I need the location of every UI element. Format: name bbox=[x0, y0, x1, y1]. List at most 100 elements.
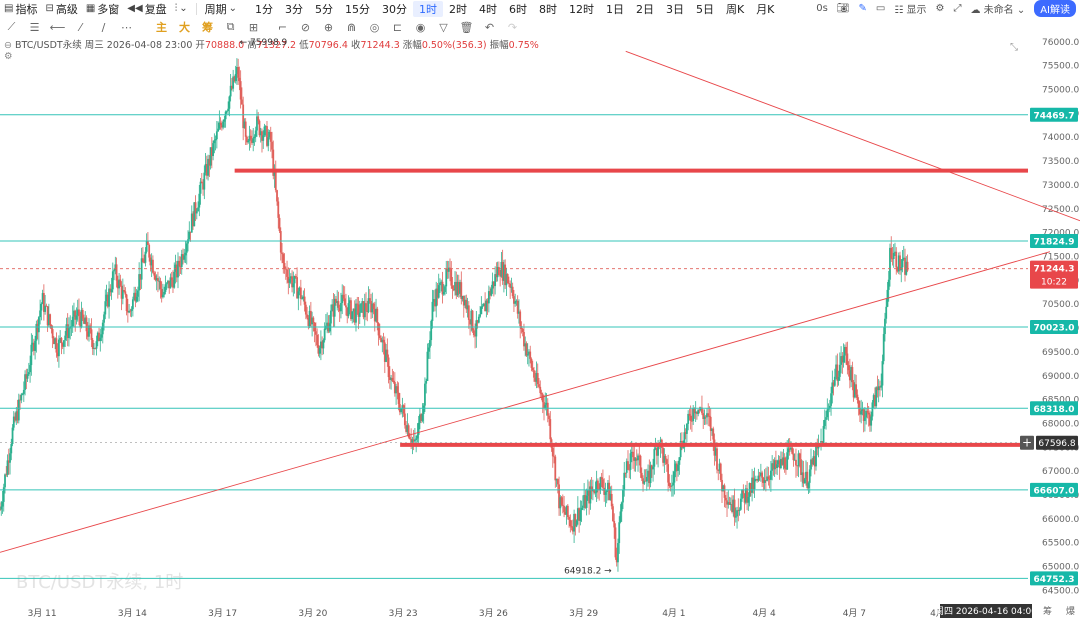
candle-body bbox=[570, 526, 573, 528]
settings-icon[interactable]: ⚙ bbox=[935, 3, 945, 14]
interval-0[interactable]: 1分 bbox=[254, 2, 273, 16]
line-tool-icon[interactable]: ⟋ bbox=[7, 20, 16, 33]
candle-body bbox=[619, 511, 622, 523]
candle-body bbox=[533, 370, 535, 378]
settings-small-icon[interactable]: ⚙ bbox=[4, 51, 13, 62]
chart-type-button[interactable]: ⫶ ⌄ bbox=[171, 0, 192, 17]
candle-body bbox=[406, 425, 409, 432]
candle-body bbox=[551, 447, 554, 457]
pen-icon[interactable]: ✎ bbox=[858, 3, 867, 14]
candle-body bbox=[121, 290, 124, 299]
trash-icon[interactable]: 🗑︎ bbox=[459, 20, 474, 34]
interval-8[interactable]: 6时 bbox=[508, 2, 527, 16]
candle-body bbox=[39, 310, 42, 318]
note-icon[interactable]: ▭ bbox=[875, 3, 886, 14]
candle-body bbox=[861, 409, 864, 412]
collapse-icon[interactable]: ⊖ bbox=[4, 40, 12, 51]
main-force-button[interactable]: 主 bbox=[156, 21, 167, 34]
candle-body bbox=[425, 381, 428, 384]
brush-tool-icon[interactable]: ∕ bbox=[101, 20, 106, 34]
period-button[interactable]: 周期 ⌄ bbox=[201, 0, 241, 17]
interval-16[interactable]: 月K bbox=[756, 2, 775, 16]
symbol-label[interactable]: BTC/USDT永续 bbox=[15, 40, 82, 51]
redo-icon[interactable]: ↷ bbox=[507, 20, 518, 34]
fullscreen-icon[interactable]: ⤢ bbox=[953, 3, 962, 14]
interval-10[interactable]: 12时 bbox=[568, 2, 594, 16]
measure-icon[interactable]: ⊏ bbox=[392, 20, 403, 34]
candle-body bbox=[414, 440, 416, 442]
chip-button[interactable]: 筹 bbox=[202, 21, 213, 34]
interval-13[interactable]: 3日 bbox=[665, 2, 684, 16]
candle-body bbox=[323, 328, 326, 341]
candle-body bbox=[7, 460, 10, 463]
interval-12[interactable]: 2日 bbox=[635, 2, 654, 16]
visibility-icon[interactable]: ◉ bbox=[415, 20, 426, 34]
filter-icon[interactable]: ▽ bbox=[439, 20, 448, 34]
multi-window-button[interactable]: ▦ 多窗 bbox=[82, 0, 123, 17]
ai-analysis-button[interactable]: AI解读 bbox=[1034, 0, 1076, 17]
candle-body bbox=[447, 267, 450, 272]
candle-body bbox=[160, 288, 163, 298]
eye-icon[interactable]: ◎ bbox=[369, 20, 380, 34]
trend-icon[interactable]: ⧉ bbox=[226, 20, 235, 33]
candle-body bbox=[724, 497, 727, 501]
display-button[interactable]: ☷ 显示 bbox=[894, 5, 927, 16]
candle-body bbox=[833, 376, 836, 386]
candle-body bbox=[388, 377, 391, 380]
x-tick-label: 4月 7 bbox=[843, 608, 866, 619]
candle-body bbox=[26, 374, 29, 379]
interval-4[interactable]: 30分 bbox=[381, 2, 407, 16]
price-axis[interactable] bbox=[1028, 37, 1080, 600]
candle-body bbox=[617, 543, 619, 563]
magnet-icon[interactable]: ⋒ bbox=[346, 20, 357, 34]
replay-button[interactable]: ◀◀ 复盘 bbox=[123, 0, 170, 17]
trendline[interactable] bbox=[625, 50, 1080, 222]
interval-6[interactable]: 2时 bbox=[448, 2, 467, 16]
interval-9[interactable]: 8时 bbox=[538, 2, 557, 16]
countdown-setting[interactable]: 0s bbox=[816, 3, 828, 14]
candle-body bbox=[795, 459, 797, 466]
candle-body bbox=[104, 301, 107, 315]
layout-name-button[interactable]: ☁ 未命名 ⌄ bbox=[970, 5, 1026, 16]
candle-body bbox=[843, 346, 846, 356]
zoom-icon[interactable]: ⊕ bbox=[323, 20, 334, 34]
more-tools-icon[interactable]: ⋯ bbox=[121, 20, 132, 34]
interval-11[interactable]: 1日 bbox=[605, 2, 624, 16]
big-order-button[interactable]: 大 bbox=[179, 21, 190, 34]
candle-body bbox=[545, 402, 548, 405]
cursor-icon[interactable]: ⌐ bbox=[277, 20, 288, 34]
interval-5[interactable]: 1时 bbox=[412, 0, 443, 17]
candle-body bbox=[188, 231, 191, 240]
candle-body bbox=[259, 131, 262, 136]
crosshair-plus-button[interactable] bbox=[1020, 435, 1034, 450]
candle-body bbox=[540, 393, 543, 395]
undo-icon[interactable]: ↶ bbox=[484, 20, 495, 34]
candle-body bbox=[840, 356, 842, 365]
layout-icon[interactable]: ⊞ bbox=[248, 20, 259, 34]
ray-tool-icon[interactable]: ⟵ bbox=[49, 20, 66, 34]
interval-1[interactable]: 3分 bbox=[284, 2, 303, 16]
candle-body bbox=[200, 181, 203, 184]
candle-body bbox=[647, 470, 649, 477]
candle-body bbox=[230, 85, 233, 89]
templates-button[interactable]: ⊟ 高级 bbox=[41, 0, 81, 17]
pen-tool-icon[interactable]: ⁄ bbox=[79, 20, 82, 34]
interval-14[interactable]: 5日 bbox=[695, 2, 714, 16]
interval-2[interactable]: 5分 bbox=[314, 2, 333, 16]
indicators-button[interactable]: ▤ 指标 bbox=[0, 0, 41, 17]
candle-body bbox=[180, 254, 183, 267]
camera-icon[interactable]: 📷︎ bbox=[836, 3, 850, 14]
interval-15[interactable]: 周K bbox=[725, 2, 745, 16]
ruler-icon[interactable]: ⊘ bbox=[300, 20, 311, 34]
candle-body bbox=[466, 305, 469, 310]
interval-3[interactable]: 15分 bbox=[344, 2, 370, 16]
candle-body bbox=[791, 447, 794, 454]
hline-tool-icon[interactable]: ☰ bbox=[29, 20, 40, 34]
candle-body bbox=[190, 213, 193, 233]
candle-body bbox=[768, 478, 771, 480]
candle-body bbox=[589, 486, 592, 504]
interval-7[interactable]: 4时 bbox=[478, 2, 497, 16]
candle-body bbox=[697, 409, 700, 414]
trendline[interactable] bbox=[0, 251, 1051, 553]
